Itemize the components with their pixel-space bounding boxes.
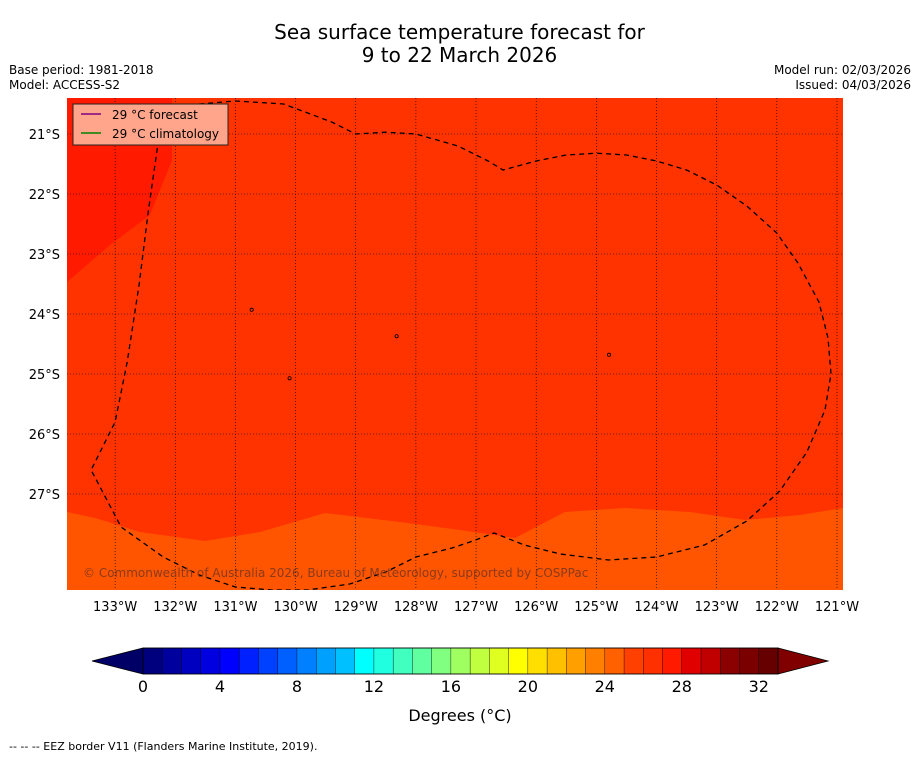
y-tick-label-2: 23°S xyxy=(29,248,60,263)
colorbar-tick-label-6: 24 xyxy=(595,677,615,696)
chart-title-line1: Sea surface temperature forecast for xyxy=(274,20,645,44)
colorbar-segment-17 xyxy=(469,647,490,675)
x-tick-label-11: 122°W xyxy=(755,600,799,615)
colorbar-segment-7 xyxy=(277,647,298,675)
y-tick-label-4: 25°S xyxy=(29,368,60,383)
sst-28-29-region xyxy=(67,98,843,590)
eez-border-line xyxy=(90,100,832,590)
copyright-text: © Commonwealth of Australia 2026, Bureau… xyxy=(83,566,588,580)
model-run-text: Model run: 02/03/2026 xyxy=(773,63,911,77)
colorbar-segment-14 xyxy=(412,647,433,675)
eez-footnote: -- -- -- EEZ border V11 (Flanders Marine… xyxy=(9,740,318,753)
x-tick-label-3: 130°W xyxy=(274,600,318,615)
colorbar-segment-15 xyxy=(431,647,452,675)
colorbar-tick-label-0: 0 xyxy=(138,677,148,696)
colorbar-segment-26 xyxy=(643,647,664,675)
colorbar-segment-27 xyxy=(662,647,683,675)
colorbar-label: Degrees (°C) xyxy=(408,706,511,725)
colorbar-segment-10 xyxy=(335,647,356,675)
colorbar-tick-label-8: 32 xyxy=(749,677,769,696)
colorbar-segment-8 xyxy=(296,647,317,675)
colorbar-segment-22 xyxy=(566,647,587,675)
sst-map-chart: © Commonwealth of Australia 2026, Bureau… xyxy=(29,98,859,725)
colorbar-segment-30 xyxy=(720,647,741,675)
colorbar-segment-12 xyxy=(373,647,394,675)
x-tick-label-5: 128°W xyxy=(394,600,438,615)
colorbar-segment-32 xyxy=(758,647,779,675)
colorbar-segment-23 xyxy=(585,647,606,675)
x-tick-label-8: 125°W xyxy=(574,600,618,615)
colorbar-segment-16 xyxy=(450,647,471,675)
colorbar-segment-24 xyxy=(604,647,625,675)
colorbar-segment-19 xyxy=(508,647,529,675)
island-ducie xyxy=(606,352,611,357)
colorbar-segment-6 xyxy=(258,647,279,675)
island-oeno xyxy=(249,307,254,312)
colorbar-tick-label-2: 8 xyxy=(292,677,302,696)
y-tick-label-0: 21°S xyxy=(29,128,60,143)
x-tick-label-2: 131°W xyxy=(213,600,257,615)
legend-box: 29 °C forecast 29 °C climatology xyxy=(72,103,229,146)
y-tick-label-5: 26°S xyxy=(29,428,60,443)
legend-forecast-label: 29 °C forecast xyxy=(112,108,198,122)
map-plot-area: © Commonwealth of Australia 2026, Bureau… xyxy=(67,98,843,590)
colorbar-segment-21 xyxy=(546,647,567,675)
colorbar xyxy=(91,647,830,675)
sst-27-28-region xyxy=(67,508,843,590)
x-tick-label-4: 129°W xyxy=(334,600,378,615)
colorbar-tick-label-4: 16 xyxy=(441,677,461,696)
chart-title-line2: 9 to 22 March 2026 xyxy=(361,43,558,67)
colorbar-segment-13 xyxy=(392,647,413,675)
colorbar-segment-5 xyxy=(239,647,260,675)
colorbar-segment-28 xyxy=(681,647,702,675)
colorbar-segment-20 xyxy=(527,647,548,675)
colorbar-segment-1 xyxy=(162,647,183,675)
island-pitcairn xyxy=(287,376,292,381)
colorbar-tick-label-5: 20 xyxy=(518,677,538,696)
colorbar-segment-25 xyxy=(623,647,644,675)
x-tick-label-10: 123°W xyxy=(695,600,739,615)
x-tick-label-7: 126°W xyxy=(514,600,558,615)
colorbar-frame xyxy=(142,647,779,675)
colorbar-segment-9 xyxy=(315,647,337,675)
islands-group xyxy=(249,307,611,381)
colorbar-tick-label-3: 12 xyxy=(364,677,384,696)
colorbar-ticks: 0 4 8 12 16 20 24 28 32 xyxy=(138,677,769,696)
legend-climatology-label: 29 °C climatology xyxy=(112,127,219,141)
x-axis-ticks: 133°W 132°W 131°W 130°W 129°W 128°W 127°W 126°W… xyxy=(93,600,859,615)
x-tick-label-12: 121°W xyxy=(815,600,859,615)
model-text: Model: ACCESS-S2 xyxy=(9,78,121,92)
x-tick-label-6: 127°W xyxy=(454,600,498,615)
colorbar-segment-29 xyxy=(700,647,721,675)
colorbar-segment-3 xyxy=(200,647,221,675)
y-tick-label-1: 22°S xyxy=(29,188,60,203)
x-tick-label-1: 132°W xyxy=(153,600,197,615)
colorbar-segment-2 xyxy=(181,647,202,675)
y-tick-label-6: 27°S xyxy=(29,488,60,503)
legend-background xyxy=(72,103,229,146)
island-henderson xyxy=(394,334,399,339)
y-axis-ticks: 21°S 22°S 23°S 24°S 25°S 26°S 27°S xyxy=(29,128,60,503)
colorbar-segment-18 xyxy=(489,647,510,675)
colorbar-under-arrow xyxy=(91,647,144,675)
colorbar-over-arrow xyxy=(777,647,830,675)
issued-text: Issued: 04/03/2026 xyxy=(795,78,911,92)
colorbar-tick-label-1: 4 xyxy=(215,677,225,696)
x-tick-label-0: 133°W xyxy=(93,600,137,615)
colorbar-segment-4 xyxy=(219,647,240,675)
colorbar-tick-label-7: 28 xyxy=(672,677,692,696)
colorbar-segment-0 xyxy=(142,647,163,675)
colorbar-segment-11 xyxy=(354,647,375,675)
x-tick-label-9: 124°W xyxy=(634,600,678,615)
base-period-text: Base period: 1981-2018 xyxy=(9,63,154,77)
colorbar-segment-31 xyxy=(739,647,760,675)
y-tick-label-3: 24°S xyxy=(29,308,60,323)
